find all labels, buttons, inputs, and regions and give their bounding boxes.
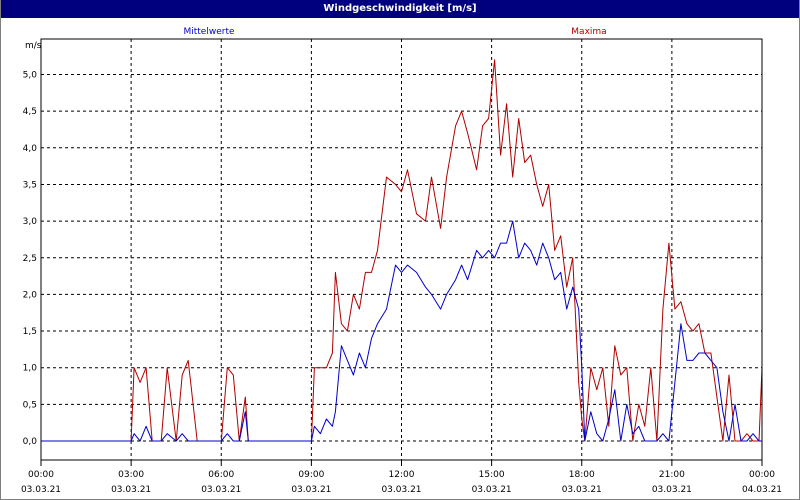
x-tick-time: 12:00 bbox=[389, 470, 415, 480]
y-tick-label: 2,5 bbox=[23, 254, 37, 264]
x-tick-time: 09:00 bbox=[298, 470, 324, 480]
x-tick-date: 04.03.21 bbox=[742, 485, 782, 495]
y-tick-label: 3,5 bbox=[23, 180, 37, 190]
legend-mean: Mittelwerte bbox=[183, 27, 234, 37]
y-axis: 0,0 0,5 1,0 1,5 2,0 2,5 3,0 3,5 4,0 4,5 5,0 bbox=[23, 71, 38, 448]
series-line-maxima bbox=[41, 59, 763, 442]
x-tick-date: 03.03.21 bbox=[652, 485, 692, 495]
x-tick-date: 03.03.21 bbox=[472, 485, 512, 495]
y-tick-label: 4,5 bbox=[23, 107, 37, 117]
y-tick-label: 0,0 bbox=[23, 437, 38, 447]
x-tick-time: 03:00 bbox=[118, 470, 144, 480]
x-tick-date: 03.03.21 bbox=[201, 485, 241, 495]
y-axis-unit: m/s bbox=[25, 41, 42, 51]
y-tick-label: 2,0 bbox=[23, 290, 38, 300]
title-bar: Windgeschwindigkeit [m/s] bbox=[1, 0, 799, 18]
x-tick-time: 18:00 bbox=[569, 470, 595, 480]
x-tick-time: 15:00 bbox=[479, 470, 505, 480]
x-tick-date: 03.03.21 bbox=[291, 485, 331, 495]
x-tick-date: 03.03.21 bbox=[381, 485, 421, 495]
grid bbox=[41, 39, 762, 460]
y-tick-label: 5,0 bbox=[23, 71, 38, 81]
y-tick-label: 0,5 bbox=[23, 400, 37, 410]
series-layer bbox=[41, 59, 763, 442]
x-tick-date: 03.03.21 bbox=[562, 485, 602, 495]
x-tick-time: 06:00 bbox=[208, 470, 234, 480]
legend-max: Maxima bbox=[571, 27, 606, 37]
x-tick-date: 03.03.21 bbox=[21, 485, 61, 495]
x-tick-time: 00:00 bbox=[28, 470, 54, 480]
series-line-mittelwerte bbox=[41, 220, 762, 442]
x-tick-date: 03.03.21 bbox=[111, 485, 151, 495]
y-tick-label: 1,0 bbox=[23, 364, 38, 374]
x-tick-time: 00:00 bbox=[749, 470, 775, 480]
y-tick-label: 3,0 bbox=[23, 217, 38, 227]
y-tick-label: 4,0 bbox=[23, 144, 38, 154]
x-tick-time: 21:00 bbox=[659, 470, 685, 480]
y-tick-label: 1,5 bbox=[23, 327, 37, 337]
x-axis: 00:00 03.03.21 03:00 03.03.21 06:00 03.03.21 0… bbox=[21, 460, 782, 495]
